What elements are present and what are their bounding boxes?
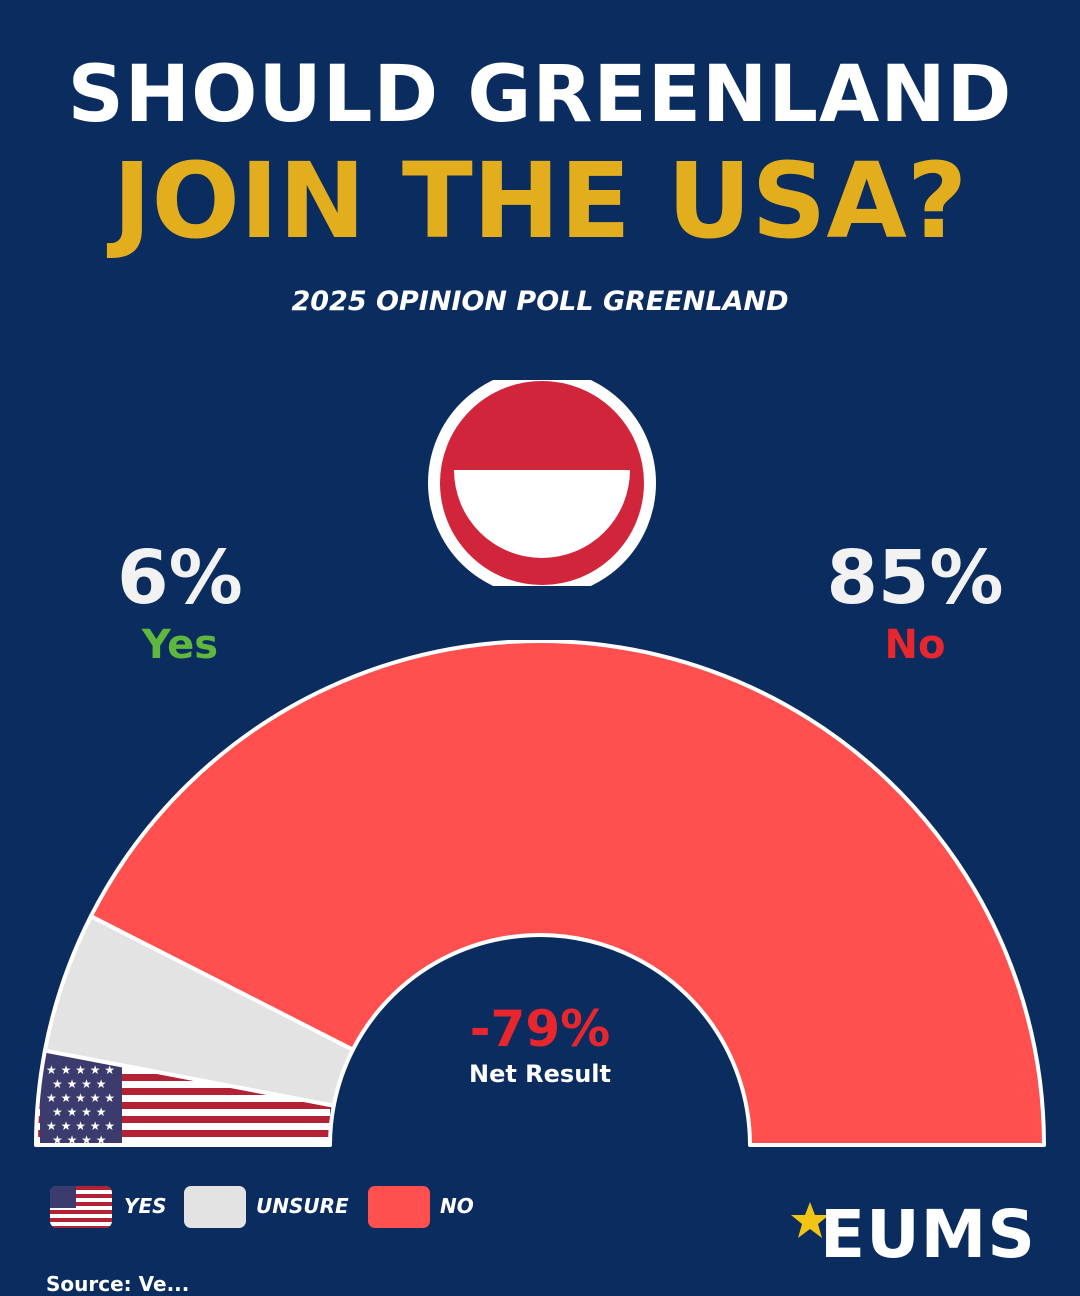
no-label: No <box>884 622 946 668</box>
chart-subtitle: 2025 OPINION POLL GREENLAND <box>291 286 789 317</box>
no-swatch <box>368 1186 430 1228</box>
us-flag-icon <box>50 1186 112 1228</box>
gauge-slice-no <box>88 640 1046 1147</box>
no-percentage: 85% <box>826 535 1004 621</box>
title-line-2: JOIN THE USA? <box>112 140 968 262</box>
brand-name: EUMS <box>820 1196 1036 1273</box>
gauge-chart: ★ ★ ★ ★ ★ ★ ★ ★ ★ ★ ★ ★ ★ ★ ★ ★ ★ ★ ★ ★ … <box>34 640 1046 1147</box>
yes-percentage: 6% <box>117 535 243 621</box>
yes-label: Yes <box>141 622 219 668</box>
net-result-label: Net Result <box>468 1060 612 1088</box>
source-note: Source: Ve... <box>46 1272 190 1296</box>
unsure-swatch <box>184 1186 246 1228</box>
legend-label-no: NO <box>440 1194 474 1218</box>
title-line-1: SHOULD GREENLAND <box>67 50 1013 140</box>
net-result-value: -79% <box>469 1000 611 1058</box>
legend-label-unsure: UNSURE <box>256 1194 349 1218</box>
greenland-flag-icon <box>428 380 656 586</box>
eums-logo: EUMS <box>790 1196 1035 1276</box>
legend-label-yes: YES <box>124 1194 167 1218</box>
star-icon <box>791 1202 829 1238</box>
